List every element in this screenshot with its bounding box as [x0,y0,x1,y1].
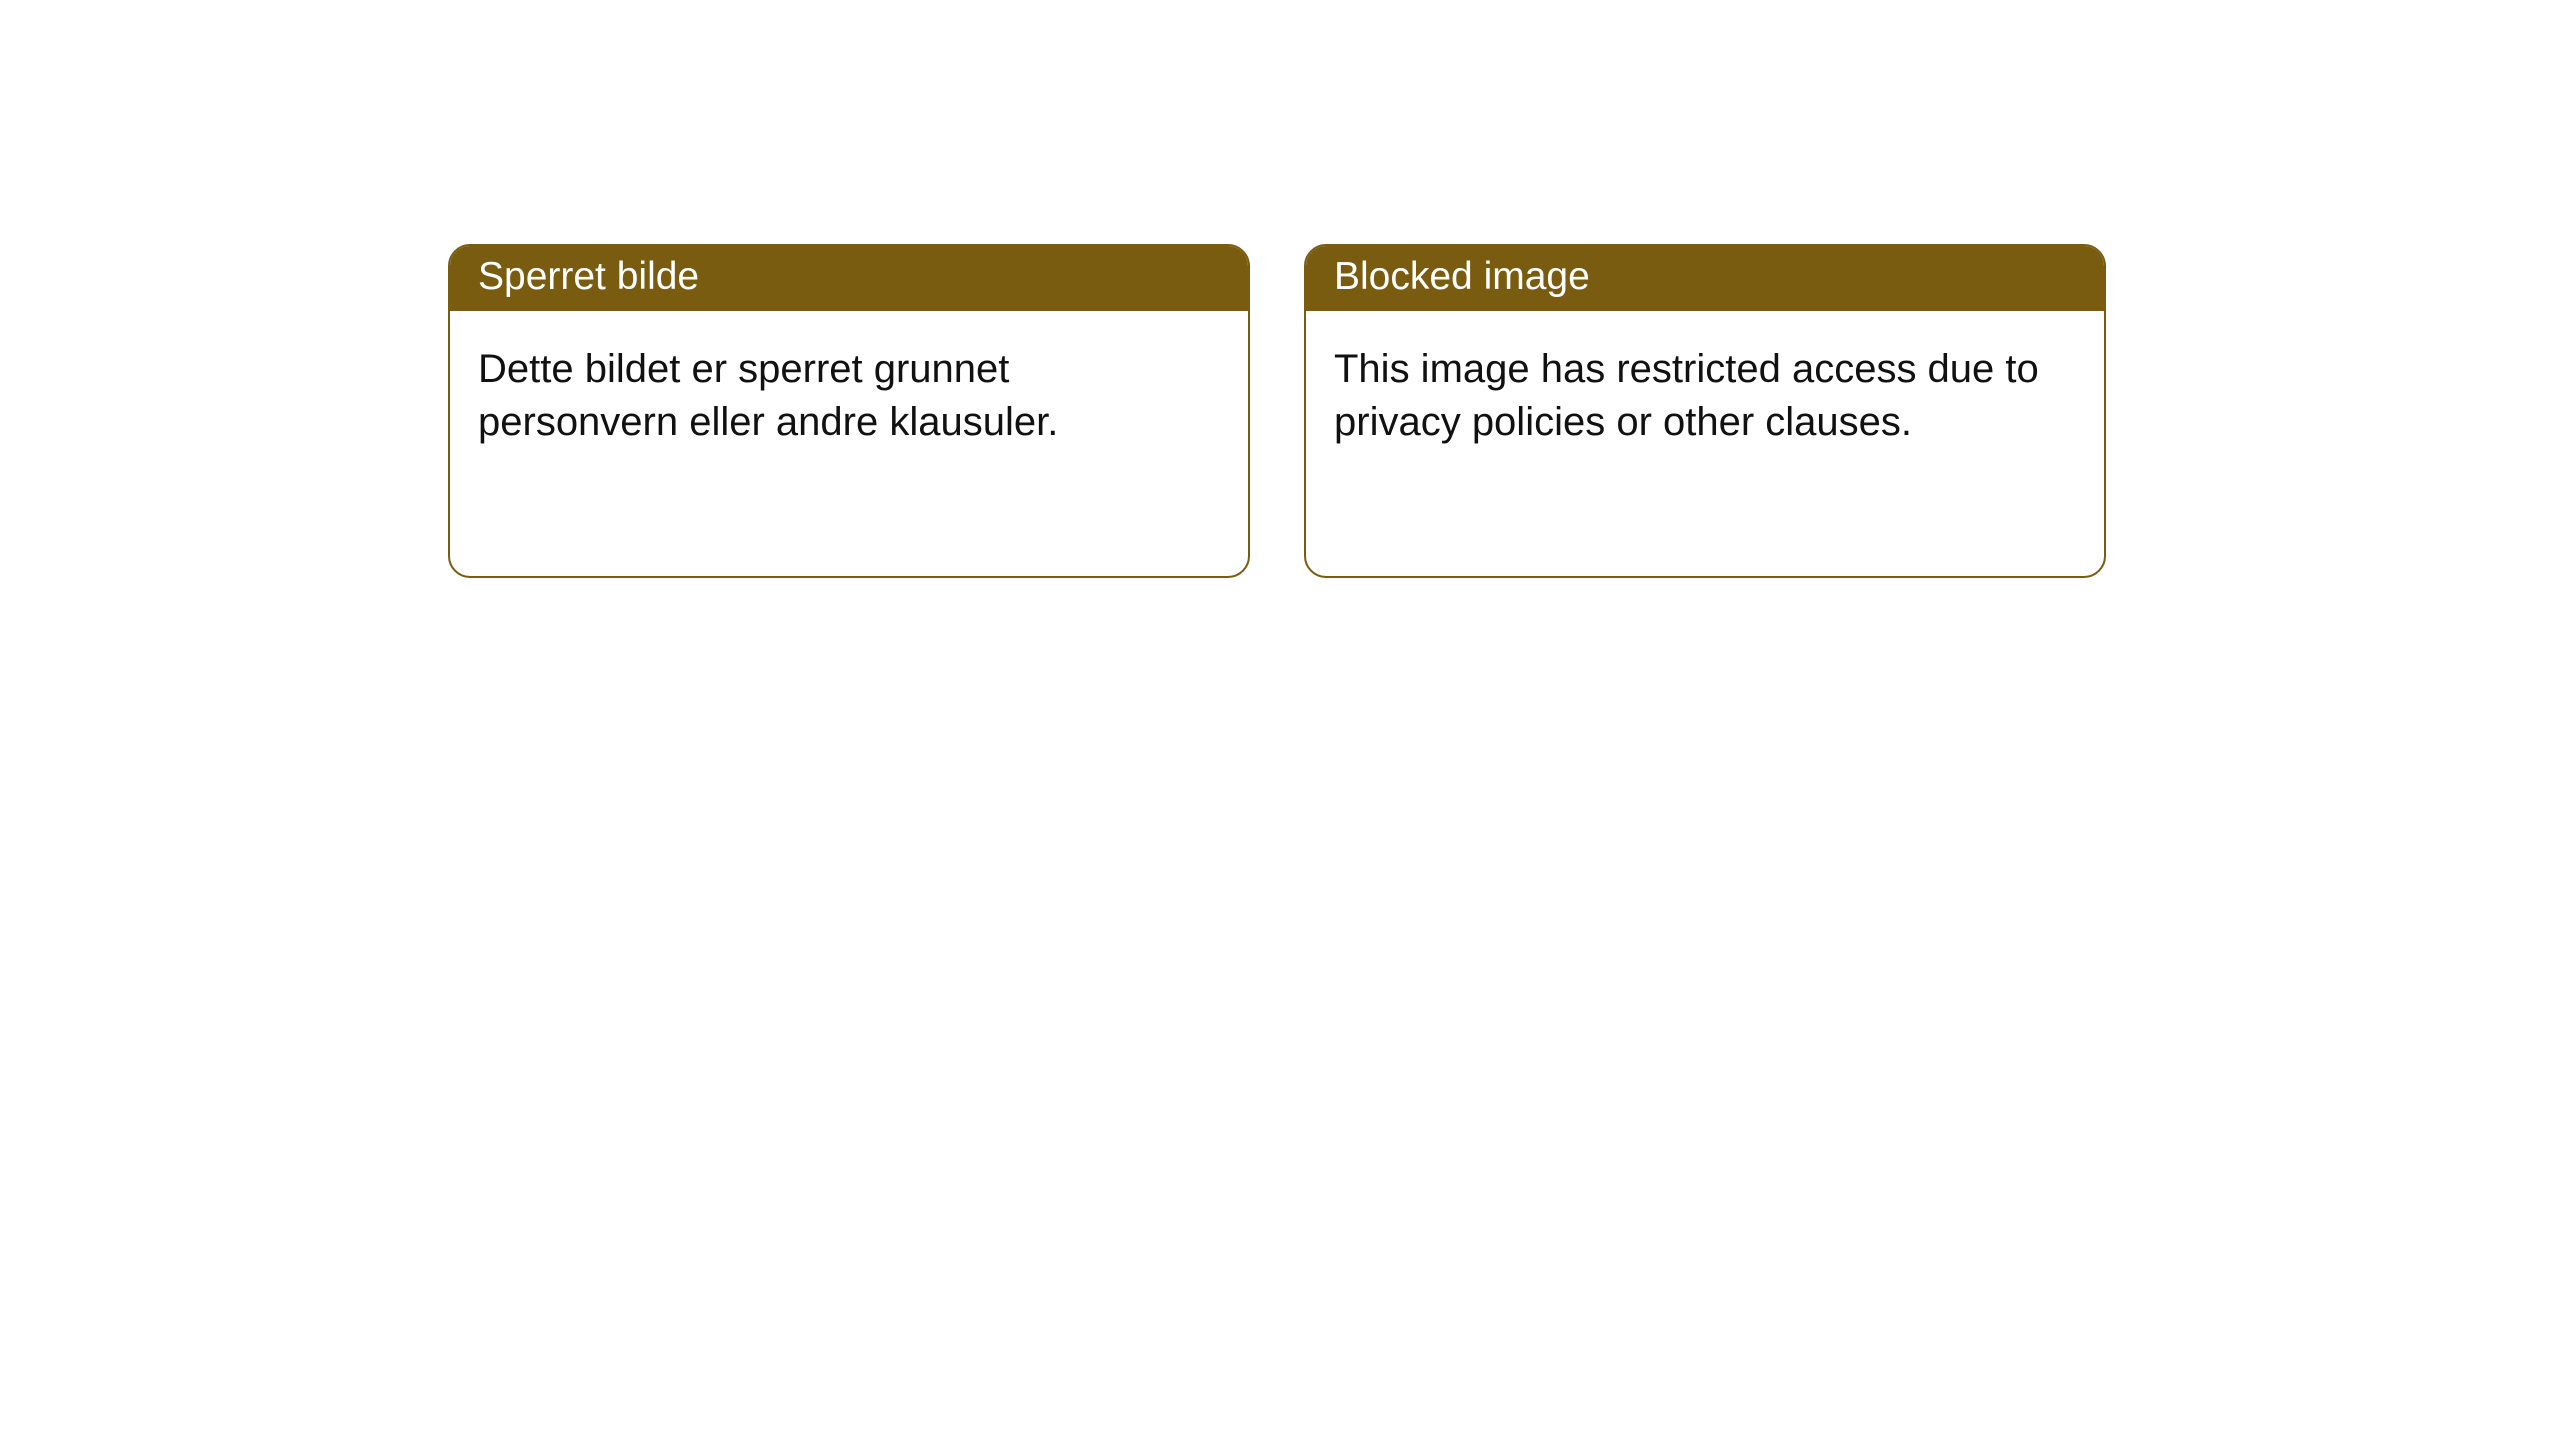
blocked-image-card-en: Blocked image This image has restricted … [1304,244,2106,578]
card-title: Blocked image [1334,255,1590,298]
blocked-image-card-no: Sperret bilde Dette bildet er sperret gr… [448,244,1250,578]
cards-container: Sperret bilde Dette bildet er sperret gr… [0,0,2560,578]
card-body: This image has restricted access due to … [1306,311,2104,481]
card-body-text: This image has restricted access due to … [1334,347,2039,444]
card-header: Sperret bilde [450,246,1248,311]
card-body-text: Dette bildet er sperret grunnet personve… [478,347,1058,444]
card-body: Dette bildet er sperret grunnet personve… [450,311,1248,481]
card-title: Sperret bilde [478,255,699,298]
card-header: Blocked image [1306,246,2104,311]
